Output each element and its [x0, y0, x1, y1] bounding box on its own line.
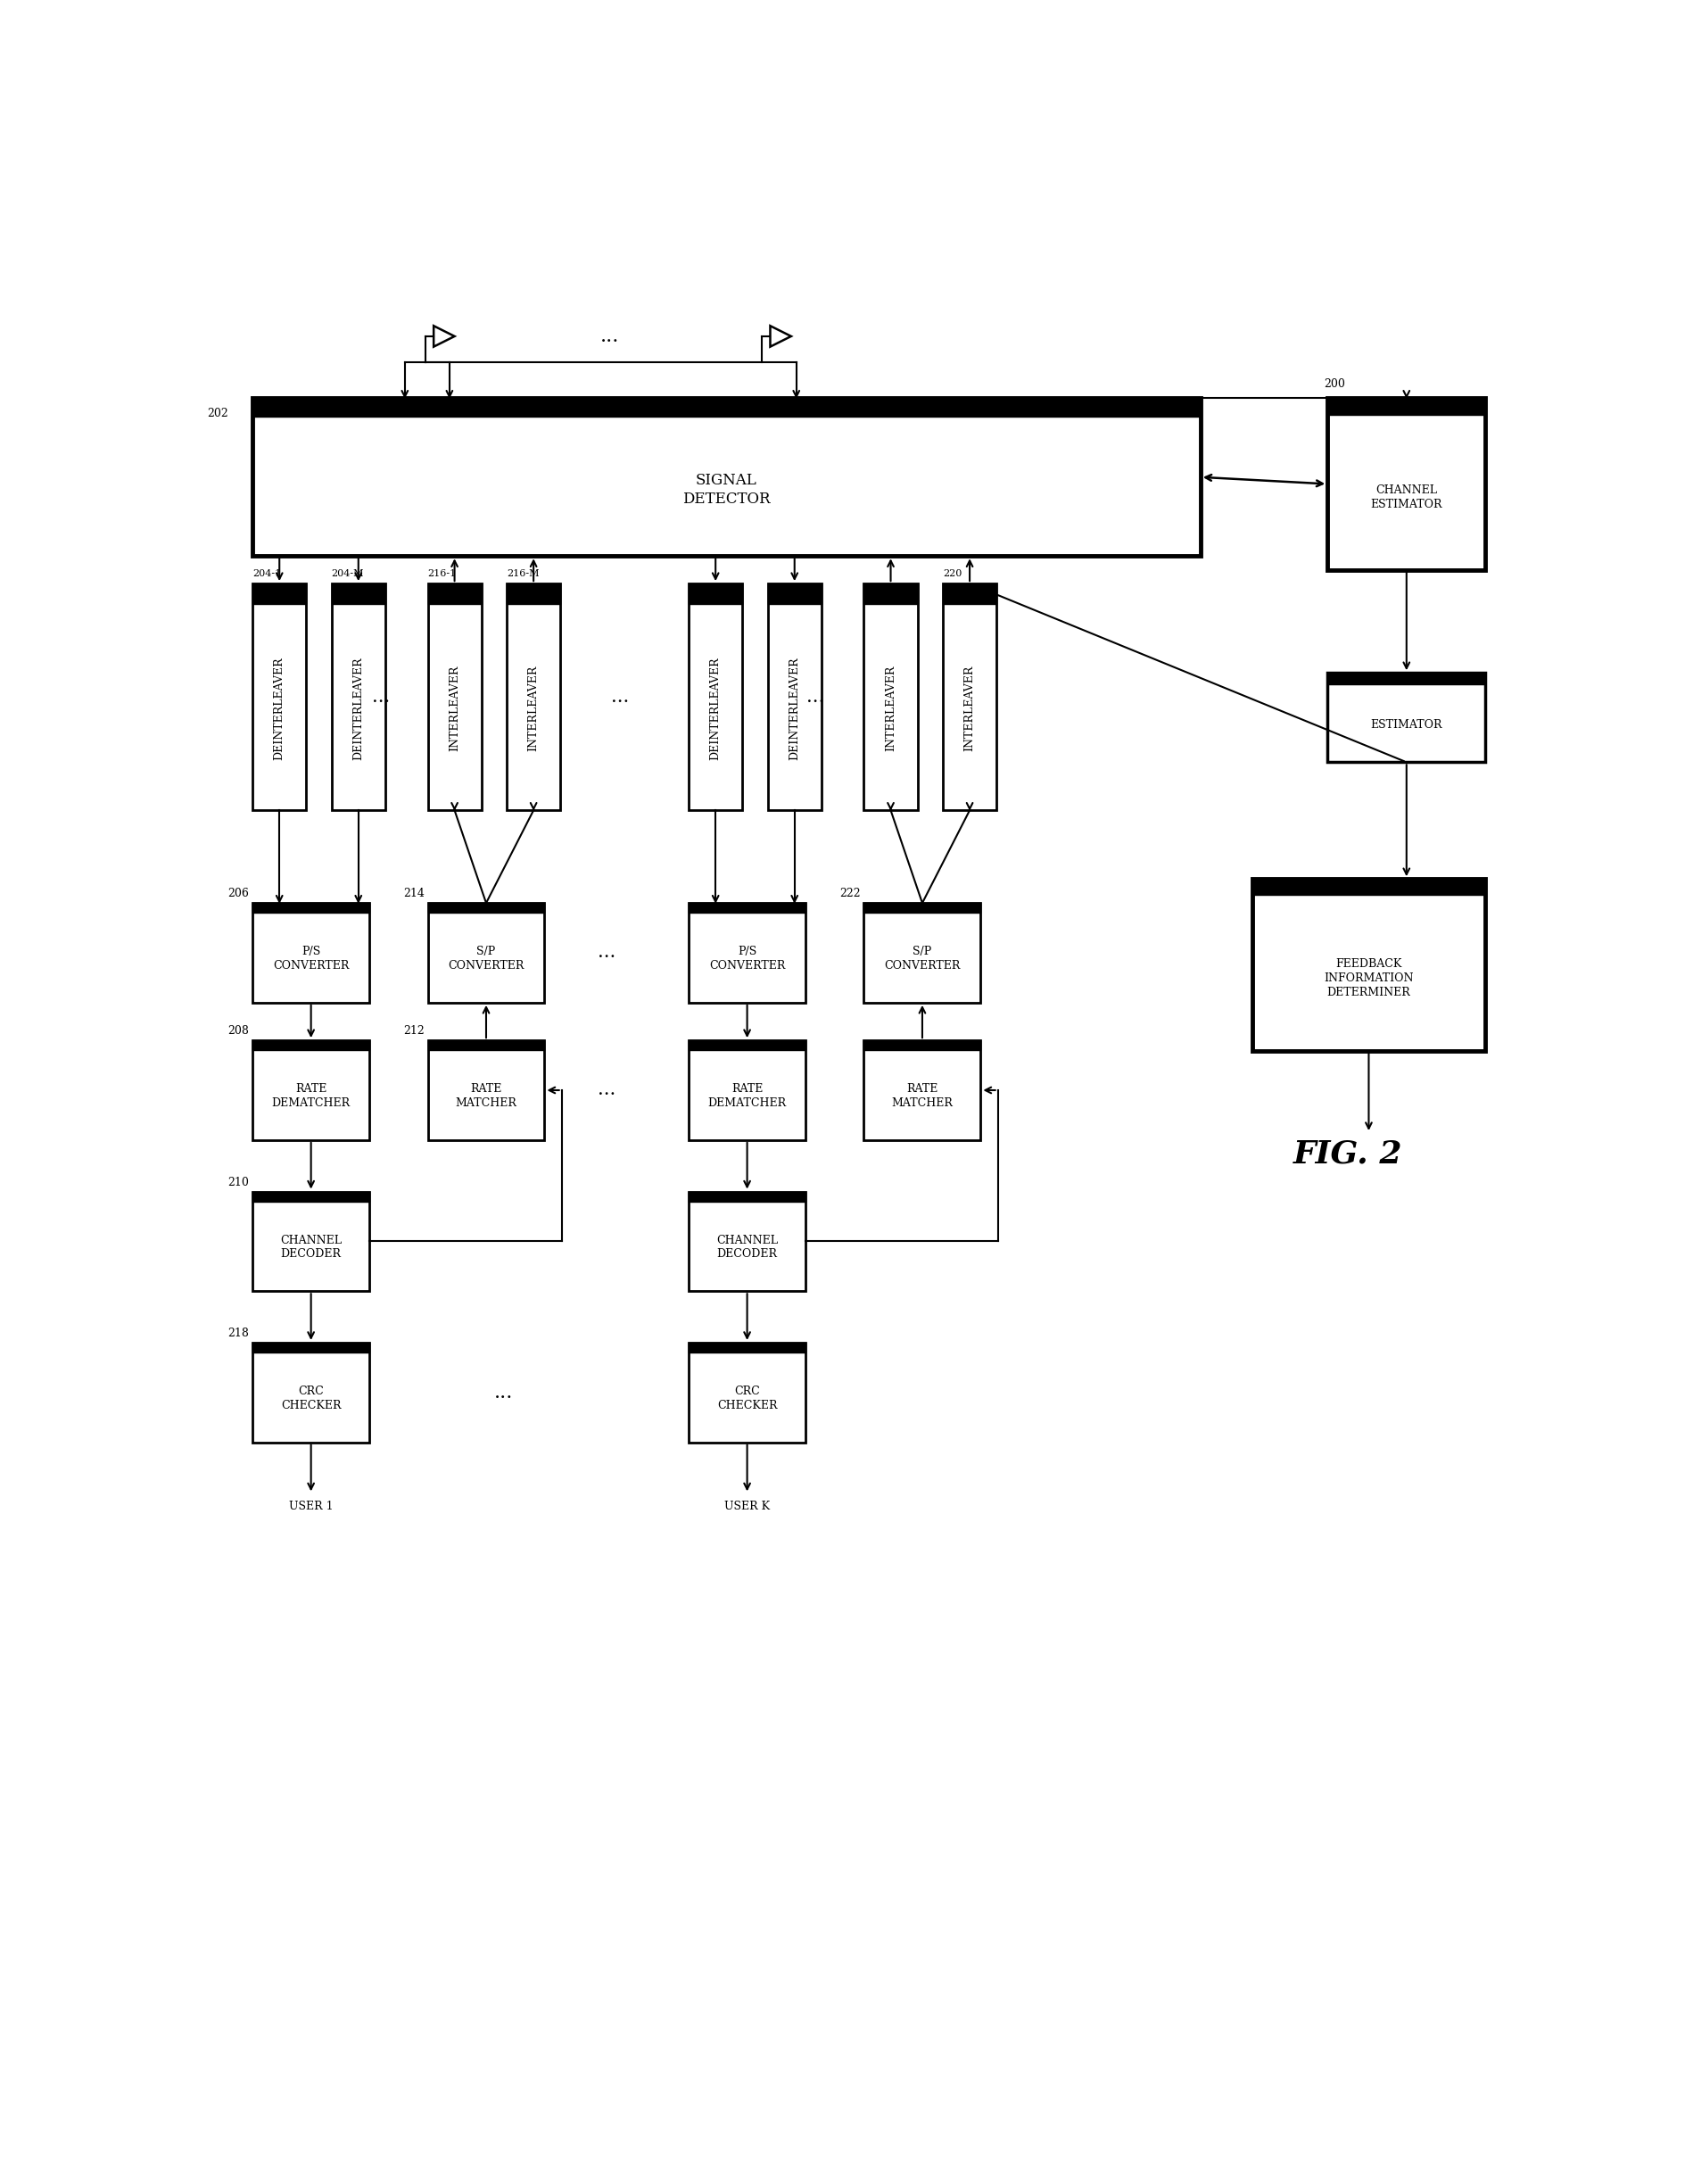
Bar	[1252, 878, 1486, 1051]
Bar	[864, 583, 917, 810]
Text: RATE
DEMATCHER: RATE DEMATCHER	[271, 1083, 350, 1109]
Text: 200: 200	[1324, 378, 1345, 391]
Text: 206: 206	[227, 889, 249, 900]
Text: ...: ...	[612, 688, 629, 705]
Text: DEINTERLEAVER: DEINTERLEAVER	[352, 657, 364, 760]
Text: FIG. 2: FIG. 2	[1294, 1138, 1404, 1168]
Text: ...: ...	[372, 688, 391, 705]
Text: INTERLEAVER: INTERLEAVER	[527, 666, 539, 751]
Text: S/P
CONVERTER: S/P CONVERTER	[885, 946, 960, 972]
Bar	[864, 1040, 981, 1140]
Text: 222: 222	[839, 889, 861, 900]
Text: 218: 218	[227, 1328, 249, 1339]
Bar	[507, 583, 561, 810]
Bar	[689, 583, 743, 810]
Text: S/P
CONVERTER: S/P CONVERTER	[448, 946, 524, 972]
Text: P/S
CONVERTER: P/S CONVERTER	[709, 946, 785, 972]
Text: ...: ...	[600, 325, 620, 345]
Text: RATE
MATCHER: RATE MATCHER	[455, 1083, 517, 1109]
Text: P/S
CONVERTER: P/S CONVERTER	[273, 946, 349, 972]
Text: USER K: USER K	[725, 1500, 770, 1511]
Text: 210: 210	[227, 1177, 249, 1188]
Bar	[428, 902, 544, 1002]
Text: 216-M: 216-M	[507, 570, 539, 579]
Text: CRC
CHECKER: CRC CHECKER	[718, 1385, 777, 1411]
Bar	[332, 583, 386, 810]
Text: ESTIMATOR: ESTIMATOR	[1370, 719, 1442, 729]
Text: 214: 214	[403, 889, 425, 900]
Text: ...: ...	[494, 1382, 512, 1402]
Text: 204-M: 204-M	[332, 570, 364, 579]
Text: INTERLEAVER: INTERLEAVER	[885, 666, 896, 751]
Bar	[253, 583, 307, 810]
Text: 216-1: 216-1	[428, 570, 457, 579]
Text: CHANNEL
DECODER: CHANNEL DECODER	[716, 1234, 778, 1260]
Bar	[253, 1192, 369, 1291]
Bar	[253, 902, 369, 1002]
Text: DEINTERLEAVER: DEINTERLEAVER	[273, 657, 285, 760]
Bar	[428, 583, 482, 810]
Text: INTERLEAVER: INTERLEAVER	[964, 666, 976, 751]
Text: 204-1: 204-1	[253, 570, 281, 579]
Text: 212: 212	[403, 1024, 425, 1037]
Bar	[689, 1192, 805, 1291]
Text: ...: ...	[807, 688, 826, 705]
Text: DEINTERLEAVER: DEINTERLEAVER	[709, 657, 721, 760]
Text: RATE
MATCHER: RATE MATCHER	[891, 1083, 954, 1109]
Bar	[253, 1343, 369, 1441]
Text: CHANNEL
ESTIMATOR: CHANNEL ESTIMATOR	[1370, 485, 1442, 511]
Bar	[253, 397, 1200, 557]
Text: RATE
DEMATCHER: RATE DEMATCHER	[708, 1083, 787, 1109]
Bar	[253, 1040, 369, 1140]
Bar	[768, 583, 821, 810]
Text: SIGNAL
DETECTOR: SIGNAL DETECTOR	[682, 472, 770, 507]
Text: ...: ...	[596, 1081, 615, 1099]
Bar	[1328, 397, 1486, 570]
Bar	[944, 583, 996, 810]
Text: 202: 202	[207, 408, 229, 419]
Bar	[689, 1040, 805, 1140]
Text: INTERLEAVER: INTERLEAVER	[448, 666, 460, 751]
Text: ...: ...	[596, 943, 615, 961]
Text: CRC
CHECKER: CRC CHECKER	[281, 1385, 340, 1411]
Bar	[864, 902, 981, 1002]
Text: 208: 208	[227, 1024, 249, 1037]
Text: 220: 220	[944, 570, 962, 579]
Bar	[1328, 673, 1486, 762]
Bar	[689, 902, 805, 1002]
Text: USER 1: USER 1	[288, 1500, 334, 1511]
Text: FEEDBACK
INFORMATION
DETERMINER: FEEDBACK INFORMATION DETERMINER	[1324, 959, 1414, 998]
Bar	[689, 1343, 805, 1441]
Text: DEINTERLEAVER: DEINTERLEAVER	[789, 657, 800, 760]
Text: CHANNEL
DECODER: CHANNEL DECODER	[280, 1234, 342, 1260]
Bar	[428, 1040, 544, 1140]
